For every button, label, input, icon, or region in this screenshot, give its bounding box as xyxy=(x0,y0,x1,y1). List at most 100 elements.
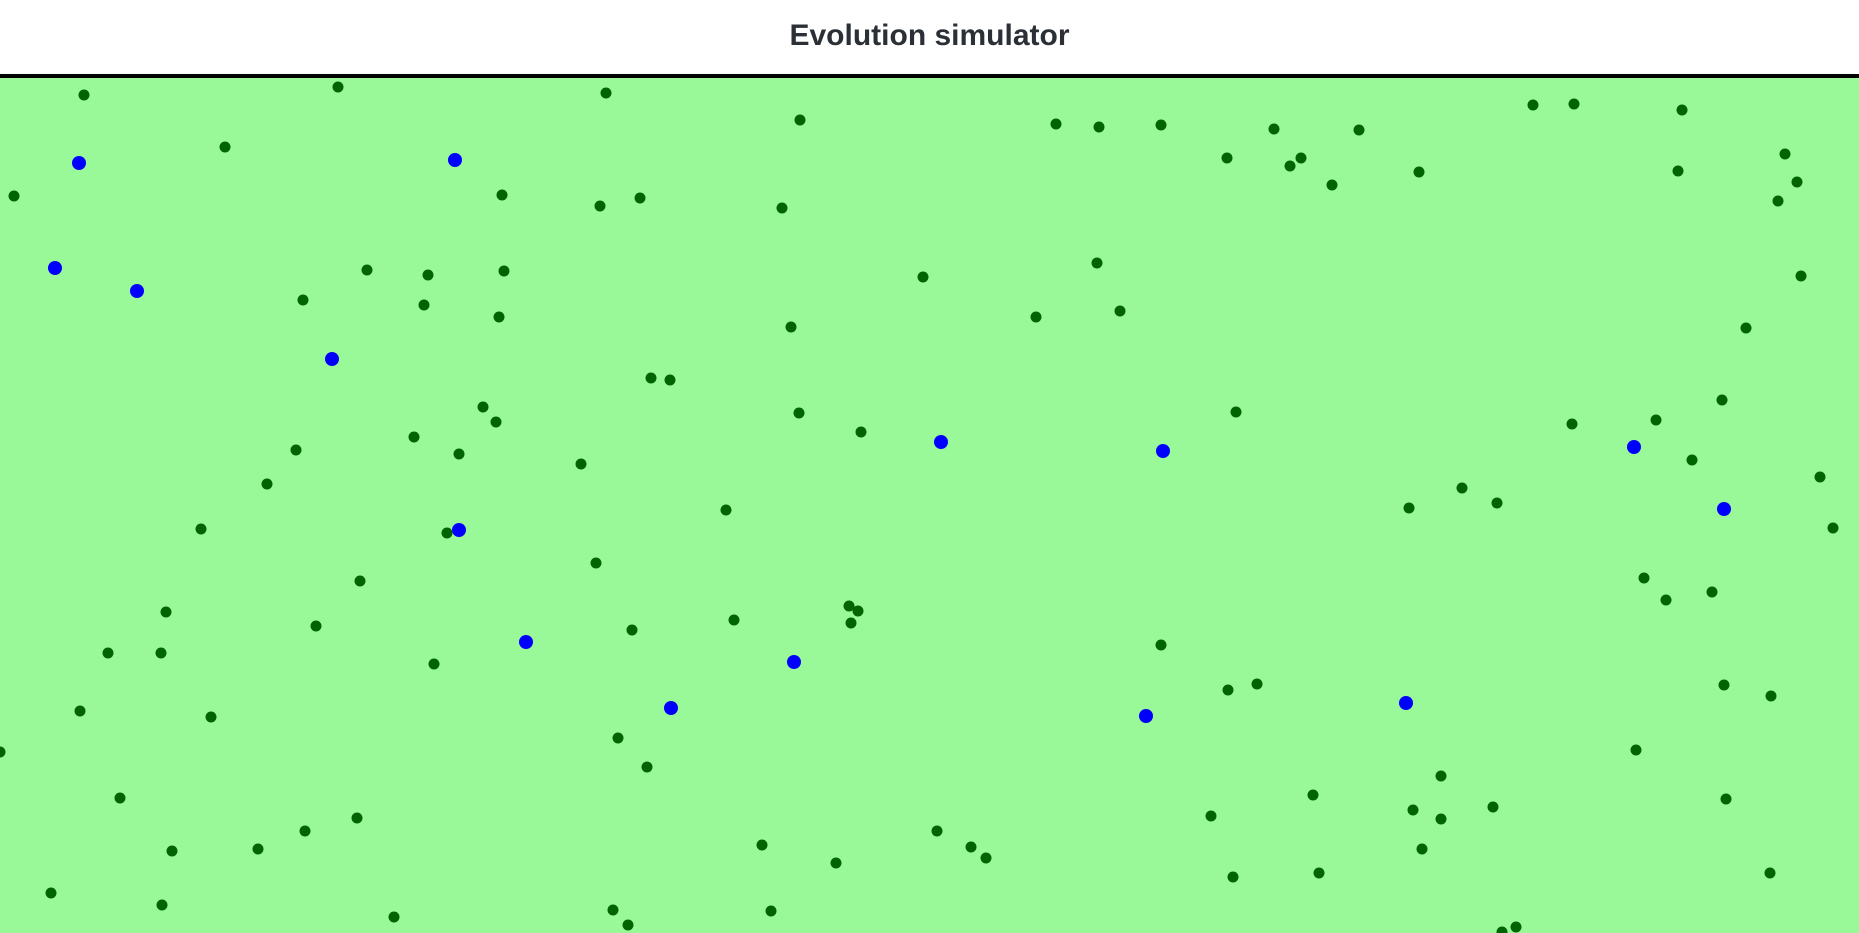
food-pellet xyxy=(756,839,768,851)
creature[interactable] xyxy=(130,284,144,298)
food-pellet xyxy=(351,812,363,824)
food-pellet xyxy=(855,426,867,438)
food-pellet xyxy=(1814,471,1826,483)
food-pellet xyxy=(776,202,788,214)
food-pellet xyxy=(1720,793,1732,805)
food-pellet xyxy=(1268,123,1280,135)
food-pellet xyxy=(626,624,638,636)
food-pellet xyxy=(1764,867,1776,879)
food-pellet xyxy=(490,416,502,428)
header: Evolution simulator xyxy=(0,0,1859,76)
food-pellet xyxy=(156,899,168,911)
food-pellet xyxy=(1416,843,1428,855)
food-pellet xyxy=(78,89,90,101)
food-pellet xyxy=(428,658,440,670)
food-pellet xyxy=(496,189,508,201)
creature[interactable] xyxy=(1717,502,1731,516)
food-pellet xyxy=(1403,502,1415,514)
food-pellet xyxy=(498,265,510,277)
food-pellet xyxy=(980,852,992,864)
food-pellet xyxy=(931,825,943,837)
food-pellet xyxy=(1407,804,1419,816)
food-pellet xyxy=(1114,305,1126,317)
food-pellet xyxy=(720,504,732,516)
creature[interactable] xyxy=(48,261,62,275)
simulation-canvas[interactable] xyxy=(0,78,1859,933)
food-pellet xyxy=(1791,176,1803,188)
food-pellet xyxy=(160,606,172,618)
world-background xyxy=(0,78,1859,933)
food-pellet xyxy=(965,841,977,853)
food-pellet xyxy=(422,269,434,281)
food-pellet xyxy=(1496,926,1508,933)
food-pellet xyxy=(493,311,505,323)
food-pellet xyxy=(8,190,20,202)
creature[interactable] xyxy=(72,156,86,170)
food-pellet xyxy=(1527,99,1539,111)
food-pellet xyxy=(641,761,653,773)
food-pellet xyxy=(219,141,231,153)
food-pellet xyxy=(354,575,366,587)
food-pellet xyxy=(408,431,420,443)
food-pellet xyxy=(1353,124,1365,136)
food-pellet xyxy=(612,732,624,744)
food-pellet xyxy=(297,294,309,306)
simulation-world[interactable] xyxy=(0,78,1859,933)
food-pellet xyxy=(1091,257,1103,269)
food-pellet xyxy=(1487,801,1499,813)
food-pellet xyxy=(1650,414,1662,426)
food-pellet xyxy=(1295,152,1307,164)
creature[interactable] xyxy=(452,523,466,537)
food-pellet xyxy=(74,705,86,717)
food-pellet xyxy=(1205,810,1217,822)
food-pellet xyxy=(843,600,855,612)
food-pellet xyxy=(852,605,864,617)
food-pellet xyxy=(453,448,465,460)
food-pellet xyxy=(1510,921,1522,933)
food-pellet xyxy=(299,825,311,837)
creature[interactable] xyxy=(1399,696,1413,710)
food-pellet xyxy=(155,647,167,659)
food-pellet xyxy=(1230,406,1242,418)
creature[interactable] xyxy=(448,153,462,167)
food-pellet xyxy=(290,444,302,456)
creature[interactable] xyxy=(325,352,339,366)
food-pellet xyxy=(310,620,322,632)
food-pellet xyxy=(794,114,806,126)
food-pellet xyxy=(1491,497,1503,509)
creature[interactable] xyxy=(664,701,678,715)
food-pellet xyxy=(765,905,777,917)
creature[interactable] xyxy=(934,435,948,449)
creature[interactable] xyxy=(519,635,533,649)
creature[interactable] xyxy=(1139,709,1153,723)
food-pellet xyxy=(252,843,264,855)
food-pellet xyxy=(1307,789,1319,801)
food-pellet xyxy=(600,87,612,99)
food-pellet xyxy=(622,919,634,931)
creature[interactable] xyxy=(787,655,801,669)
food-pellet xyxy=(114,792,126,804)
food-pellet xyxy=(1706,586,1718,598)
food-pellet xyxy=(261,478,273,490)
food-pellet xyxy=(1313,867,1325,879)
food-pellet xyxy=(1686,454,1698,466)
food-pellet xyxy=(1772,195,1784,207)
page-title: Evolution simulator xyxy=(789,19,1070,52)
food-pellet xyxy=(1827,522,1839,534)
food-pellet xyxy=(1630,744,1642,756)
food-pellet xyxy=(1568,98,1580,110)
food-pellet xyxy=(1251,678,1263,690)
creature[interactable] xyxy=(1156,444,1170,458)
food-pellet xyxy=(1795,270,1807,282)
food-pellet xyxy=(1672,165,1684,177)
food-pellet xyxy=(793,407,805,419)
food-pellet xyxy=(845,617,857,629)
food-pellet xyxy=(1638,572,1650,584)
food-pellet xyxy=(1740,322,1752,334)
creature[interactable] xyxy=(1627,440,1641,454)
food-pellet xyxy=(1050,118,1062,130)
food-pellet xyxy=(1456,482,1468,494)
food-pellet xyxy=(1435,813,1447,825)
food-pellet xyxy=(1660,594,1672,606)
food-pellet xyxy=(441,527,453,539)
